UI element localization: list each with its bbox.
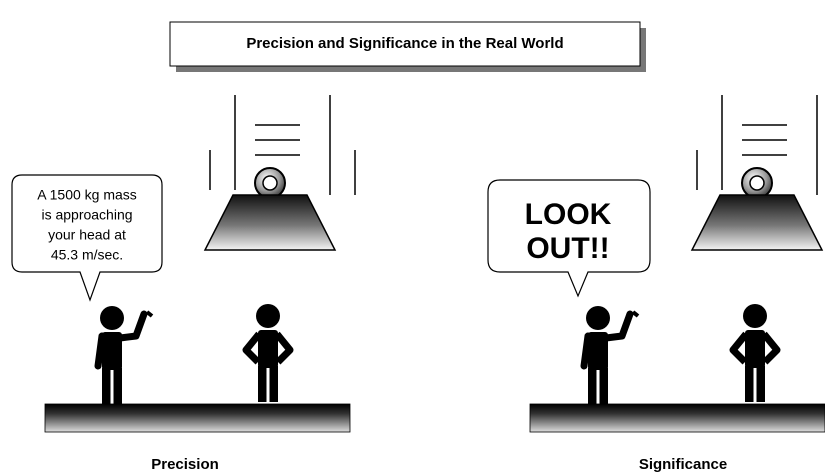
listener bbox=[733, 304, 777, 402]
caption: Significance bbox=[639, 456, 727, 473]
speaker bbox=[98, 306, 152, 404]
bubble-line: 45.3 m/sec. bbox=[51, 247, 123, 263]
speech-bubble bbox=[487, 179, 651, 298]
bubble-line: your head at bbox=[48, 227, 126, 243]
platform bbox=[44, 403, 351, 433]
bubble-line: OUT!! bbox=[526, 232, 609, 265]
title-box bbox=[169, 21, 641, 67]
falling-weight bbox=[691, 94, 825, 251]
listener bbox=[246, 304, 290, 402]
falling-weight bbox=[204, 94, 356, 251]
bubble-line: A 1500 kg mass bbox=[37, 187, 137, 203]
bubble-line: is approaching bbox=[41, 207, 132, 223]
bubble-line: LOOK bbox=[525, 198, 612, 231]
caption: Precision bbox=[151, 456, 219, 473]
speaker bbox=[584, 306, 638, 404]
speech-bubble bbox=[11, 174, 163, 302]
platform bbox=[529, 403, 825, 433]
title: Precision and Significance in the Real W… bbox=[246, 35, 563, 52]
